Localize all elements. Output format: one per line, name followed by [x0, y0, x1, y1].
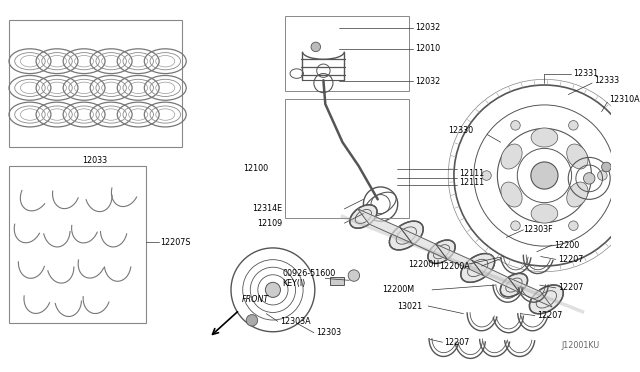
- Ellipse shape: [501, 144, 522, 169]
- Text: 12310A: 12310A: [609, 95, 640, 104]
- Circle shape: [598, 171, 607, 180]
- Bar: [330, 278, 344, 285]
- Bar: [9, 166, 146, 323]
- Text: 12303A: 12303A: [280, 317, 311, 326]
- Text: 12207S: 12207S: [161, 238, 191, 247]
- Ellipse shape: [567, 144, 588, 169]
- Ellipse shape: [531, 204, 558, 223]
- Text: 12032: 12032: [415, 77, 440, 86]
- Ellipse shape: [531, 128, 558, 147]
- Circle shape: [482, 171, 492, 180]
- Bar: [285, 16, 409, 91]
- Text: 12330: 12330: [448, 126, 473, 135]
- Text: 12303: 12303: [316, 328, 341, 337]
- Text: 12032: 12032: [415, 23, 440, 32]
- Text: 12314E: 12314E: [252, 204, 282, 214]
- Text: 12200M: 12200M: [383, 285, 415, 294]
- Text: J12001KU: J12001KU: [561, 341, 600, 350]
- Polygon shape: [358, 209, 412, 243]
- Ellipse shape: [567, 182, 588, 207]
- Text: 12010: 12010: [415, 44, 440, 53]
- Circle shape: [266, 282, 280, 297]
- Circle shape: [602, 162, 611, 172]
- Text: 12100: 12100: [243, 164, 268, 173]
- Text: 12109: 12109: [257, 219, 282, 228]
- Text: 12207: 12207: [558, 283, 583, 292]
- Text: 00926-51600: 00926-51600: [282, 269, 336, 278]
- Bar: [285, 99, 409, 218]
- Ellipse shape: [350, 205, 377, 228]
- Circle shape: [584, 173, 595, 184]
- Polygon shape: [472, 260, 520, 293]
- Text: 12200: 12200: [554, 241, 579, 250]
- Ellipse shape: [389, 221, 423, 250]
- Text: 12331: 12331: [573, 69, 598, 78]
- Circle shape: [311, 42, 321, 52]
- Circle shape: [511, 221, 520, 230]
- Ellipse shape: [501, 182, 522, 207]
- Text: FRONT: FRONT: [241, 295, 269, 304]
- Circle shape: [531, 162, 558, 189]
- Text: 12333: 12333: [594, 76, 619, 85]
- Text: 12207: 12207: [444, 338, 470, 347]
- Text: KEY(I): KEY(I): [282, 279, 306, 288]
- Bar: [9, 20, 182, 147]
- Ellipse shape: [461, 254, 495, 282]
- Circle shape: [348, 270, 360, 281]
- Circle shape: [568, 121, 578, 130]
- Polygon shape: [508, 278, 552, 307]
- Text: 13021: 13021: [397, 302, 422, 311]
- Text: 12033: 12033: [82, 157, 108, 166]
- Text: 12207: 12207: [558, 255, 583, 264]
- Text: 12111: 12111: [459, 178, 484, 187]
- Circle shape: [246, 315, 258, 326]
- Circle shape: [568, 221, 578, 230]
- Text: 12207: 12207: [537, 311, 562, 320]
- Text: 12200A: 12200A: [440, 262, 470, 270]
- Text: 12111: 12111: [459, 169, 484, 178]
- Text: 12200H: 12200H: [408, 260, 439, 269]
- Polygon shape: [436, 244, 483, 276]
- Ellipse shape: [500, 273, 527, 297]
- Ellipse shape: [529, 285, 563, 314]
- Circle shape: [511, 121, 520, 130]
- Text: 12303F: 12303F: [524, 225, 553, 234]
- Ellipse shape: [428, 240, 455, 263]
- Polygon shape: [401, 228, 447, 259]
